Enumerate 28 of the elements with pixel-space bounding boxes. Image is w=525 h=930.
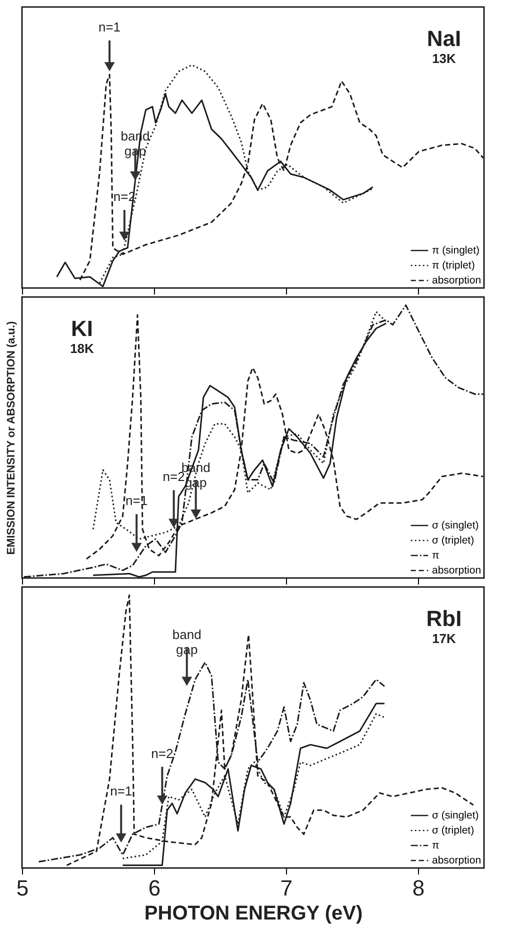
- annotation: n=1: [98, 19, 121, 34]
- legend-label: π (triplet): [432, 260, 475, 272]
- legend-label: σ (triplet): [432, 534, 474, 546]
- legend-label: π (singlet): [432, 244, 480, 256]
- y-axis-title: EMISSION INTENSITY or ABSORPTION (a.u.): [6, 320, 18, 555]
- legend-label: absorption: [432, 854, 482, 866]
- text: KI: [71, 316, 93, 341]
- annotation: band gap: [172, 627, 202, 658]
- annotation: n=1: [126, 493, 148, 508]
- legend-label: σ (singlet): [432, 520, 479, 532]
- x-tick-label: 7: [280, 876, 293, 900]
- legend-label: σ (triplet): [432, 824, 474, 836]
- x-tick-label: 6: [148, 876, 161, 900]
- annotation: n=2: [151, 746, 174, 761]
- legend-label: π: [432, 840, 440, 852]
- x-tick-label: 5: [16, 876, 29, 900]
- chart-title: NaI: [426, 26, 462, 51]
- x-tick-label: 8: [412, 876, 425, 900]
- legend-label: π: [432, 550, 440, 562]
- legend-label: σ (singlet): [432, 810, 479, 822]
- text: 18K: [70, 341, 95, 356]
- legend-label: absorption: [432, 274, 482, 286]
- text: RbI: [426, 606, 462, 631]
- chart-subtitle: 13K: [432, 51, 457, 66]
- legend-label: absorption: [432, 564, 482, 576]
- annotation: n=1: [110, 784, 132, 799]
- text: 17K: [432, 631, 457, 646]
- x-axis-title: PHOTON ENERGY (eV): [144, 902, 363, 924]
